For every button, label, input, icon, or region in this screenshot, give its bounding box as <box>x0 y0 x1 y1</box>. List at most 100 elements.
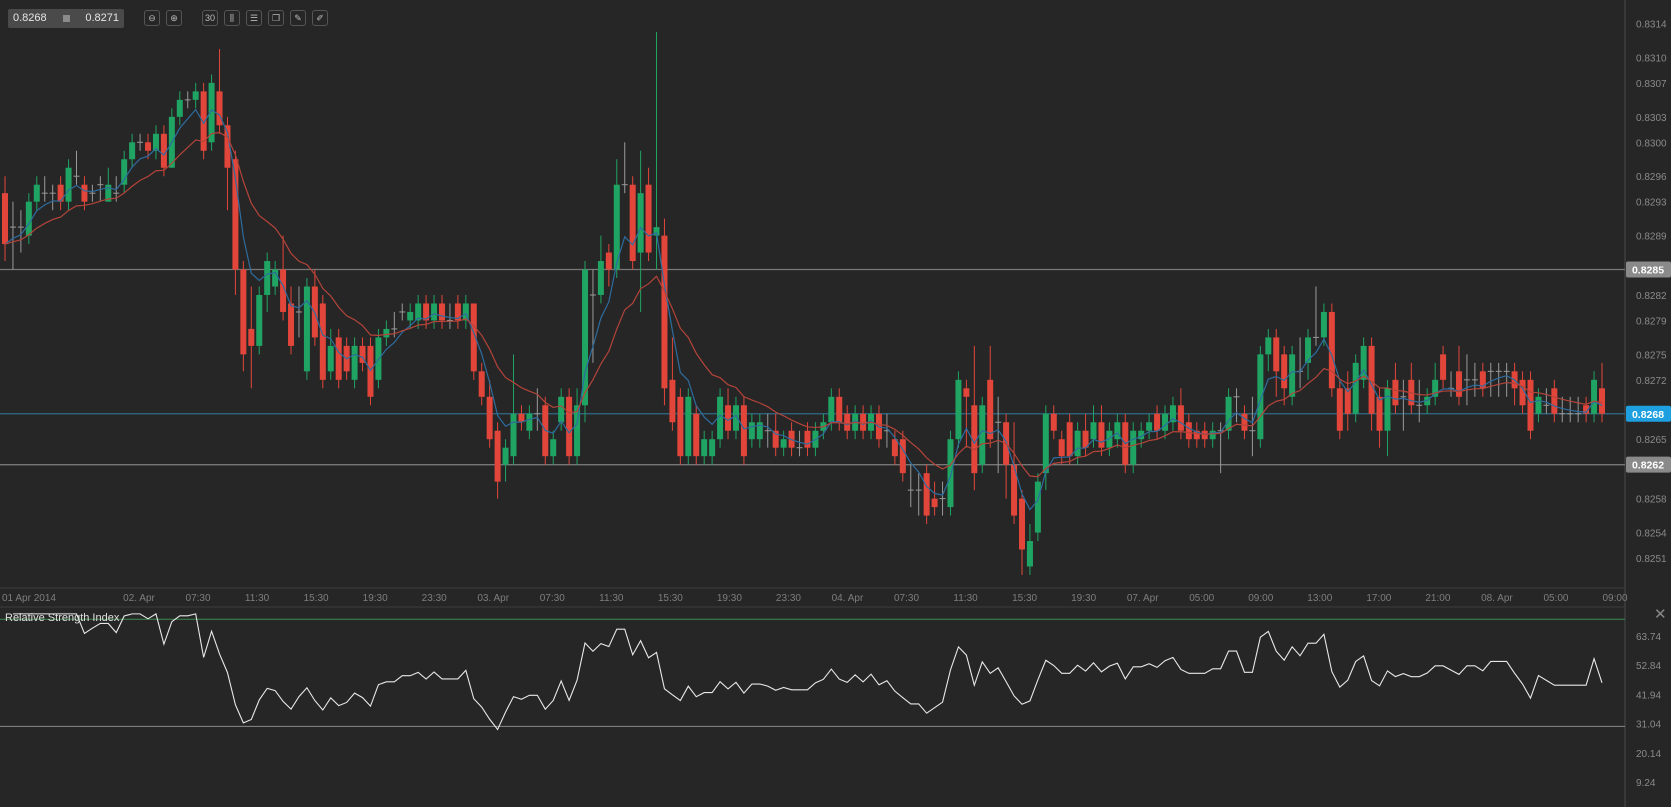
candle-body-bearish <box>1551 388 1558 414</box>
candle-body-bearish <box>288 303 295 346</box>
indicators-button[interactable]: ☰ <box>246 10 262 26</box>
zoom-out-button[interactable]: ⊖ <box>144 10 160 26</box>
price-tick-label: 0.8314 <box>1636 20 1667 31</box>
price-tick-label: 0.8307 <box>1636 79 1667 90</box>
time-tick-label: 15:30 <box>1012 593 1037 604</box>
candle-body-bullish <box>272 269 279 287</box>
zoom-in-icon: ⊕ <box>170 12 178 23</box>
candle-body-bullish <box>756 422 763 440</box>
candle-body-bearish <box>486 396 493 440</box>
candle-body-bullish <box>748 422 755 440</box>
slow-moving-average-line <box>4 131 1603 478</box>
candle-body-bearish <box>836 396 843 423</box>
copy-icon: ❐ <box>271 12 281 23</box>
zoom-in-button[interactable]: ⊕ <box>166 10 182 26</box>
candle-body-bullish <box>1074 430 1081 457</box>
candles-icon: ⫼ <box>229 12 235 23</box>
chart-type-button[interactable]: ⫼ <box>224 10 240 26</box>
rsi-tick-label: 31.04 <box>1636 720 1661 731</box>
close-rsi-icon[interactable]: ✕ <box>1654 606 1667 623</box>
candle-body-bullish <box>1265 337 1272 355</box>
pen-icon: ✐ <box>316 12 324 23</box>
candle-body-bullish <box>1169 405 1176 423</box>
candle-body-bullish <box>701 439 708 457</box>
candle-body-bearish <box>1018 498 1025 550</box>
candle-body-bullish <box>176 99 183 117</box>
candle-body-bearish <box>605 252 612 270</box>
time-tick-label: 04. Apr <box>832 593 864 604</box>
time-tick-label: 23:30 <box>422 593 447 604</box>
candle-body-bullish <box>1106 430 1113 448</box>
candle-body-bullish <box>256 294 263 346</box>
candle-body-bearish <box>1241 413 1248 431</box>
candle-body-bullish <box>129 142 136 160</box>
level-price-label: 0.8285 <box>1632 265 1664 277</box>
candle-body-bearish <box>319 303 326 380</box>
price-tick-label: 0.8258 <box>1636 495 1667 506</box>
time-tick-label: 11:30 <box>953 593 978 604</box>
price-tick-label: 0.8293 <box>1636 198 1667 209</box>
candle-body-bullish <box>1535 396 1542 414</box>
ask-price: 0.8271 <box>85 12 119 24</box>
price-tick-label: 0.8282 <box>1636 291 1667 302</box>
candle-body-bearish <box>478 371 485 397</box>
candle-body-bearish <box>1098 422 1105 448</box>
candle-body-bearish <box>438 303 445 321</box>
time-tick-label: 03. Apr <box>477 593 509 604</box>
candle-body-bullish <box>1026 541 1033 567</box>
draw-button[interactable]: ✐ <box>312 10 328 26</box>
candles-group <box>2 31 1605 575</box>
time-tick-label: 05:00 <box>1543 593 1568 604</box>
candle-body-bearish <box>248 328 255 346</box>
candle-body-bearish <box>772 430 779 448</box>
candle-body-bearish <box>804 430 811 448</box>
candle-body-bullish <box>1320 311 1327 338</box>
price-tick-label: 0.8275 <box>1636 350 1667 361</box>
candle-body-bullish <box>550 439 557 457</box>
zoom-out-icon: ⊖ <box>148 12 156 23</box>
candle-body-bullish <box>558 396 565 423</box>
candle-body-bullish <box>1042 413 1049 474</box>
price-tick-label: 0.8289 <box>1636 232 1667 243</box>
candle-body-bearish <box>971 405 978 474</box>
candle-body-bearish <box>1479 371 1486 389</box>
candle-body-bullish <box>1225 396 1232 431</box>
candle-body-bearish <box>629 184 636 262</box>
time-tick-label: 23:30 <box>776 593 801 604</box>
timeframe-button[interactable]: 30 <box>202 10 218 26</box>
candle-body-bullish <box>637 193 644 253</box>
candle-body-bullish <box>574 405 581 457</box>
candle-body-bearish <box>1193 430 1200 440</box>
candle-body-bearish <box>963 388 970 397</box>
price-tick-label: 0.8310 <box>1636 53 1667 64</box>
candle-body-bullish <box>613 184 620 270</box>
candle-body-bearish <box>1050 413 1057 431</box>
templates-button[interactable]: ❐ <box>268 10 284 26</box>
price-tick-label: 0.8279 <box>1636 316 1667 327</box>
candle-body-bullish <box>152 133 159 151</box>
candle-body-bearish <box>145 142 152 151</box>
candle-body-bullish <box>25 201 32 236</box>
candle-body-bearish <box>1583 405 1590 414</box>
candle-body-bearish <box>669 379 676 423</box>
edit-button[interactable]: ✎ <box>290 10 306 26</box>
quote-separator-icon <box>62 14 70 22</box>
candle-body-bearish <box>2 193 8 245</box>
candle-body-bearish <box>725 405 732 431</box>
candle-body-bullish <box>947 439 954 508</box>
price-tick-label: 0.8303 <box>1636 113 1667 124</box>
time-tick-label: 19:30 <box>1071 593 1096 604</box>
candle-body-bearish <box>566 396 573 457</box>
candle-body-bullish <box>526 413 533 431</box>
candle-body-bearish <box>1154 413 1161 431</box>
candle-body-bullish <box>462 303 469 321</box>
candle-body-bearish <box>335 337 342 380</box>
chart-toolbar: 0.8268 0.8271 ⊖ ⊕ 30 ⫼ ☰ ❐ ✎ ✐ <box>8 8 328 28</box>
timeframe-label: 30 <box>204 13 215 23</box>
level-price-badge <box>1626 456 1671 473</box>
time-tick-label: 09:00 <box>1248 593 1273 604</box>
candle-body-bullish <box>33 184 40 202</box>
candle-body-bullish <box>1138 430 1145 440</box>
price-tick-label: 0.8272 <box>1636 376 1667 387</box>
